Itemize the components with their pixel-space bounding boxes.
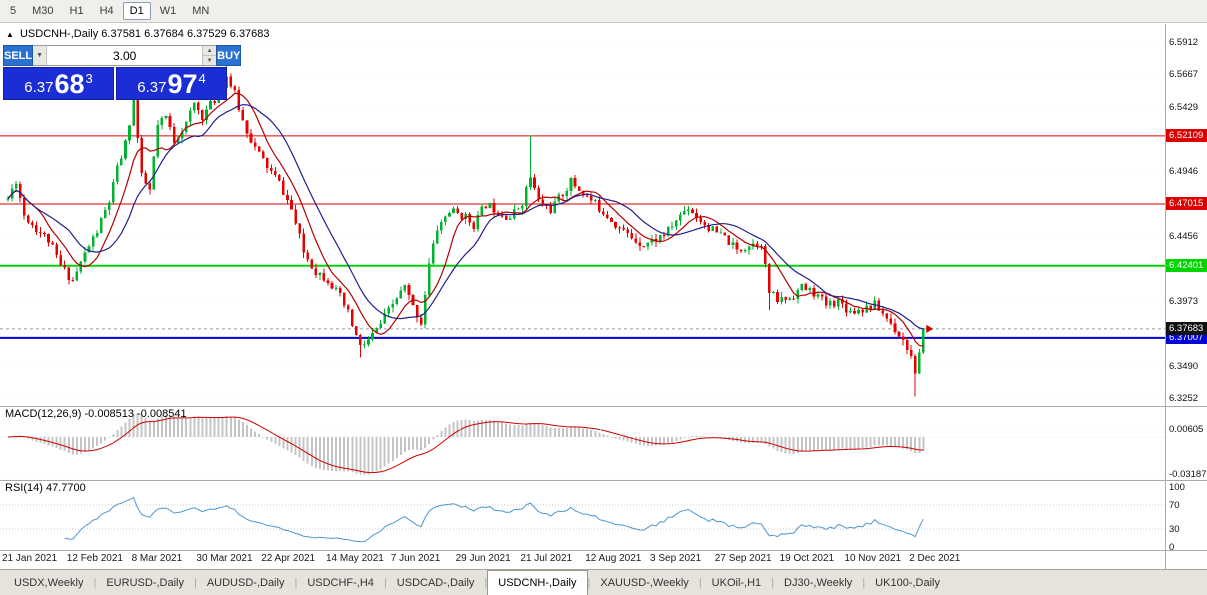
lot-decrease-icon[interactable]: ▼ <box>203 56 217 65</box>
date-axis-label: 3 Sep 2021 <box>650 553 702 564</box>
tab-separator: | <box>294 576 298 589</box>
hline-price-label: 6.47015 <box>1166 197 1207 211</box>
chart-tab-usdx-weekly[interactable]: USDX,Weekly <box>14 576 84 589</box>
buy-price-prefix: 6.37 <box>137 78 167 96</box>
timeframe-button-m30[interactable]: M30 <box>32 5 54 17</box>
tab-separator: | <box>698 576 702 589</box>
chart-tab-ukoil-h1[interactable]: UKOil-,H1 <box>711 576 762 589</box>
moving-average-line <box>7 104 924 330</box>
one-click-trading-panel: SELL ▼ ▲ ▼ BUY 6.37 68 3 6.37 97 4 <box>3 45 242 100</box>
chart-tab-audusd-daily[interactable]: AUDUSD-,Daily <box>206 576 285 589</box>
chart-tab-usdcad-daily[interactable]: USDCAD-,Daily <box>396 576 475 589</box>
chart-marker-icon: ▲ <box>6 30 14 39</box>
price-axis-label: 6.4946 <box>1169 166 1199 178</box>
macd-signal-line <box>7 416 924 474</box>
rsi-title-text: RSI(14) <box>5 482 43 494</box>
moving-average-line <box>7 92 924 347</box>
buy-price-display[interactable]: 6.37 97 4 <box>116 67 227 100</box>
date-axis-label: 21 Jul 2021 <box>520 553 573 564</box>
ohlc-close: 6.37683 <box>229 28 270 40</box>
rsi-line <box>64 496 924 543</box>
price-axis-label: 6.5429 <box>1169 101 1199 113</box>
timeframe-button-h1[interactable]: H1 <box>69 5 84 17</box>
chart-tab-eurusd-daily[interactable]: EURUSD-,Daily <box>106 576 184 589</box>
sell-price-display[interactable]: 6.37 68 3 <box>3 67 114 100</box>
date-axis-label: 12 Feb 2021 <box>66 553 123 564</box>
lot-increase-icon[interactable]: ▲ <box>203 46 217 56</box>
date-axis-label: 12 Aug 2021 <box>585 553 642 564</box>
tab-separator: | <box>193 576 197 589</box>
timeframe-button-w1[interactable]: W1 <box>159 5 177 17</box>
rsi-axis-label: 100 <box>1169 482 1185 493</box>
tab-separator: | <box>862 576 866 589</box>
hline-price-label: 6.42401 <box>1166 259 1207 273</box>
macd-axis-label: -0.03187 <box>1169 468 1207 480</box>
macd-histogram <box>0 413 1165 475</box>
sell-price-prefix: 6.37 <box>24 78 54 96</box>
rsi-axis-label: 30 <box>1169 524 1180 535</box>
rsi-title-value: 47.7700 <box>45 482 86 494</box>
buy-button[interactable]: BUY <box>216 45 242 66</box>
price-axis-label: 6.3973 <box>1169 295 1199 307</box>
sell-button[interactable]: SELL <box>3 45 34 66</box>
buy-price-pip: 4 <box>198 71 206 86</box>
lot-spinner: ▲ ▼ <box>202 46 217 65</box>
date-axis-label: 2 Dec 2021 <box>909 553 961 564</box>
date-axis-label: 8 Mar 2021 <box>131 553 183 564</box>
date-axis-label: 21 Jan 2021 <box>2 553 58 564</box>
macd-indicator-title: MACD(12,26,9) -0.008513 -0.008541 <box>5 408 187 420</box>
chart-tabbar: USDX,Weekly | EURUSD-,Daily | AUDUSD-,Daily |… <box>0 569 1207 595</box>
tab-separator: | <box>484 576 488 589</box>
macd-axis-label: 0.00605 <box>1169 423 1204 435</box>
tab-separator: | <box>771 576 775 589</box>
timeframe-button-5[interactable]: 5 <box>10 5 17 17</box>
tab-separator: | <box>93 576 97 589</box>
price-axis-label: 6.3490 <box>1169 360 1199 372</box>
buy-price-main: 97 <box>167 69 198 100</box>
macd-title-values: -0.008513 -0.008541 <box>84 408 187 420</box>
hline-price-label: 6.52109 <box>1166 129 1207 143</box>
date-axis-label: 27 Sep 2021 <box>714 553 772 564</box>
current-price-label: 6.37683 <box>1166 322 1207 336</box>
timeframe-button-mn[interactable]: MN <box>192 5 210 17</box>
chart-tab-dj30-weekly[interactable]: DJ30-,Weekly <box>784 576 853 589</box>
chart-tab-usdchf-h4[interactable]: USDCHF-,H4 <box>307 576 374 589</box>
chart-tab-xauusd-weekly[interactable]: XAUUSD-,Weekly <box>600 576 689 589</box>
rsi-axis-label: 0 <box>1169 542 1175 553</box>
chart-ohlc-header: ▲ USDCNH-,Daily 6.37581 6.37684 6.37529 … <box>6 28 270 40</box>
date-axis-label: 10 Nov 2021 <box>844 553 902 564</box>
ohlc-low: 6.37529 <box>186 28 227 40</box>
date-axis-label: 29 Jun 2021 <box>455 553 511 564</box>
price-axis-label: 6.5912 <box>1169 37 1199 48</box>
timeframe-button-h4[interactable]: H4 <box>99 5 114 17</box>
lot-preset-dropdown-icon[interactable]: ▼ <box>33 46 48 65</box>
sell-price-main: 68 <box>54 69 85 100</box>
price-axis-label: 6.4456 <box>1169 231 1199 243</box>
lot-size-input[interactable] <box>47 46 203 65</box>
price-axis-label: 6.3252 <box>1169 392 1199 404</box>
candlestick-chart[interactable] <box>0 24 1207 569</box>
date-axis-label: 19 Oct 2021 <box>779 553 835 564</box>
price-axis-label: 6.5667 <box>1169 69 1199 81</box>
rsi-indicator-title: RSI(14) 47.7700 <box>5 482 86 494</box>
date-axis-label: 30 Mar 2021 <box>196 553 253 564</box>
last-price-arrow-icon <box>926 324 934 333</box>
chart-tab-usdcnh-daily[interactable]: USDCNH-,Daily <box>487 570 588 595</box>
date-axis-label: 14 May 2021 <box>326 553 384 564</box>
date-axis-label: 7 Jun 2021 <box>390 553 441 564</box>
rsi-axis-label: 70 <box>1169 500 1180 511</box>
ohlc-open: 6.37581 <box>101 28 142 40</box>
tab-separator: | <box>383 576 387 589</box>
lot-size-box: ▼ ▲ ▼ <box>33 45 217 66</box>
timeframe-button-d1[interactable]: D1 <box>122 2 151 20</box>
chart-symbol-label: USDCNH-,Daily <box>19 28 99 40</box>
chart-tab-uk100-daily[interactable]: UK100-,Daily <box>875 576 940 589</box>
ohlc-high: 6.37684 <box>144 28 184 40</box>
sell-price-pip: 3 <box>85 71 93 86</box>
timeframe-toolbar: 5 M30 H1 H4 D1 W1 MN <box>0 0 1207 23</box>
macd-title-text: MACD(12,26,9) <box>5 408 82 420</box>
date-axis-label: 22 Apr 2021 <box>261 553 316 564</box>
tab-separator: | <box>587 576 591 589</box>
